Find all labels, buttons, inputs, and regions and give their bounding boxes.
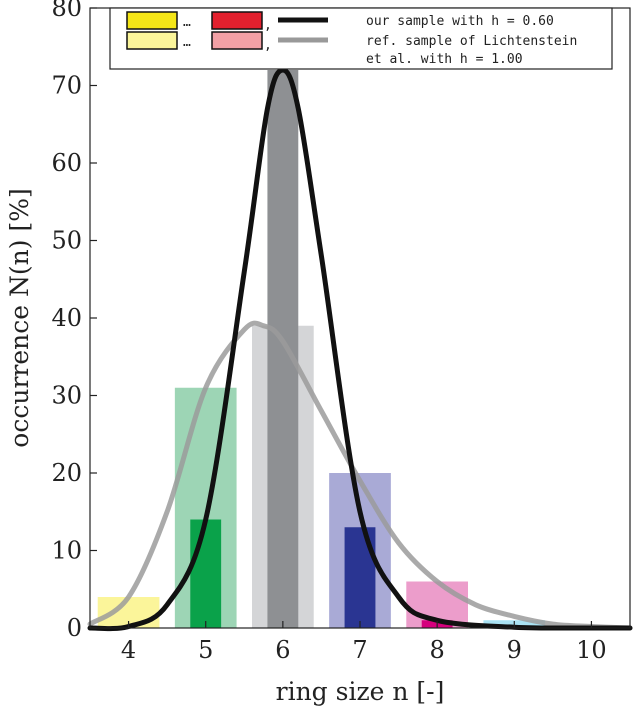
y-axis-title: occurrence N(n) [%] bbox=[5, 188, 34, 447]
legend-sample-first-swatch bbox=[126, 11, 178, 30]
sample-curve bbox=[87, 67, 633, 632]
x-tick-label: 8 bbox=[430, 636, 445, 664]
legend: … , our sample with h = 0.60 … , ref. sa… bbox=[109, 7, 613, 70]
y-tick-label: 0 bbox=[67, 614, 82, 642]
sample-bar-5 bbox=[190, 519, 222, 628]
ref-curve bbox=[87, 320, 633, 631]
x-tick-label: 4 bbox=[121, 636, 136, 664]
x-axis-title: ring size n [-] bbox=[276, 677, 445, 706]
x-tick-label: 7 bbox=[352, 636, 367, 664]
legend-frame bbox=[109, 7, 613, 70]
legend-ref-label-line1: ref. sample of Lichtenstein bbox=[366, 34, 577, 49]
y-tick-label: 10 bbox=[51, 537, 82, 565]
legend-sample-comma: , bbox=[264, 18, 272, 33]
legend-ref-first-swatch bbox=[126, 31, 178, 50]
x-tick-label: 9 bbox=[507, 636, 522, 664]
legend-sample-last-swatch bbox=[211, 11, 263, 30]
y-tick-label: 50 bbox=[51, 227, 82, 255]
legend-sample-label: our sample with h = 0.60 bbox=[366, 14, 554, 29]
x-tick-label: 6 bbox=[275, 636, 290, 664]
y-tick-label: 60 bbox=[51, 149, 82, 177]
legend-ref-last-swatch bbox=[211, 31, 263, 50]
x-axis-ticks: 4 5 6 7 8 9 10 bbox=[121, 621, 607, 664]
legend-ref-label-line2: et al. with h = 1.00 bbox=[366, 52, 523, 67]
reference-bars bbox=[97, 325, 546, 628]
y-axis-ticks: 0 10 20 30 40 50 60 70 80 bbox=[51, 0, 97, 642]
y-tick-label: 40 bbox=[51, 304, 82, 332]
y-tick-label: 30 bbox=[51, 382, 82, 410]
y-tick-label: 20 bbox=[51, 459, 82, 487]
x-tick-label: 10 bbox=[576, 636, 607, 664]
sample-bar-6 bbox=[267, 70, 299, 628]
x-tick-label: 5 bbox=[198, 636, 213, 664]
distribution-curves bbox=[87, 67, 633, 632]
legend-ref-ellipsis: … bbox=[183, 35, 191, 50]
legend-sample-ellipsis: … bbox=[183, 15, 191, 30]
y-tick-label: 70 bbox=[51, 72, 82, 100]
legend-ref-comma: , bbox=[264, 38, 272, 53]
y-tick-label: 80 bbox=[51, 0, 82, 22]
